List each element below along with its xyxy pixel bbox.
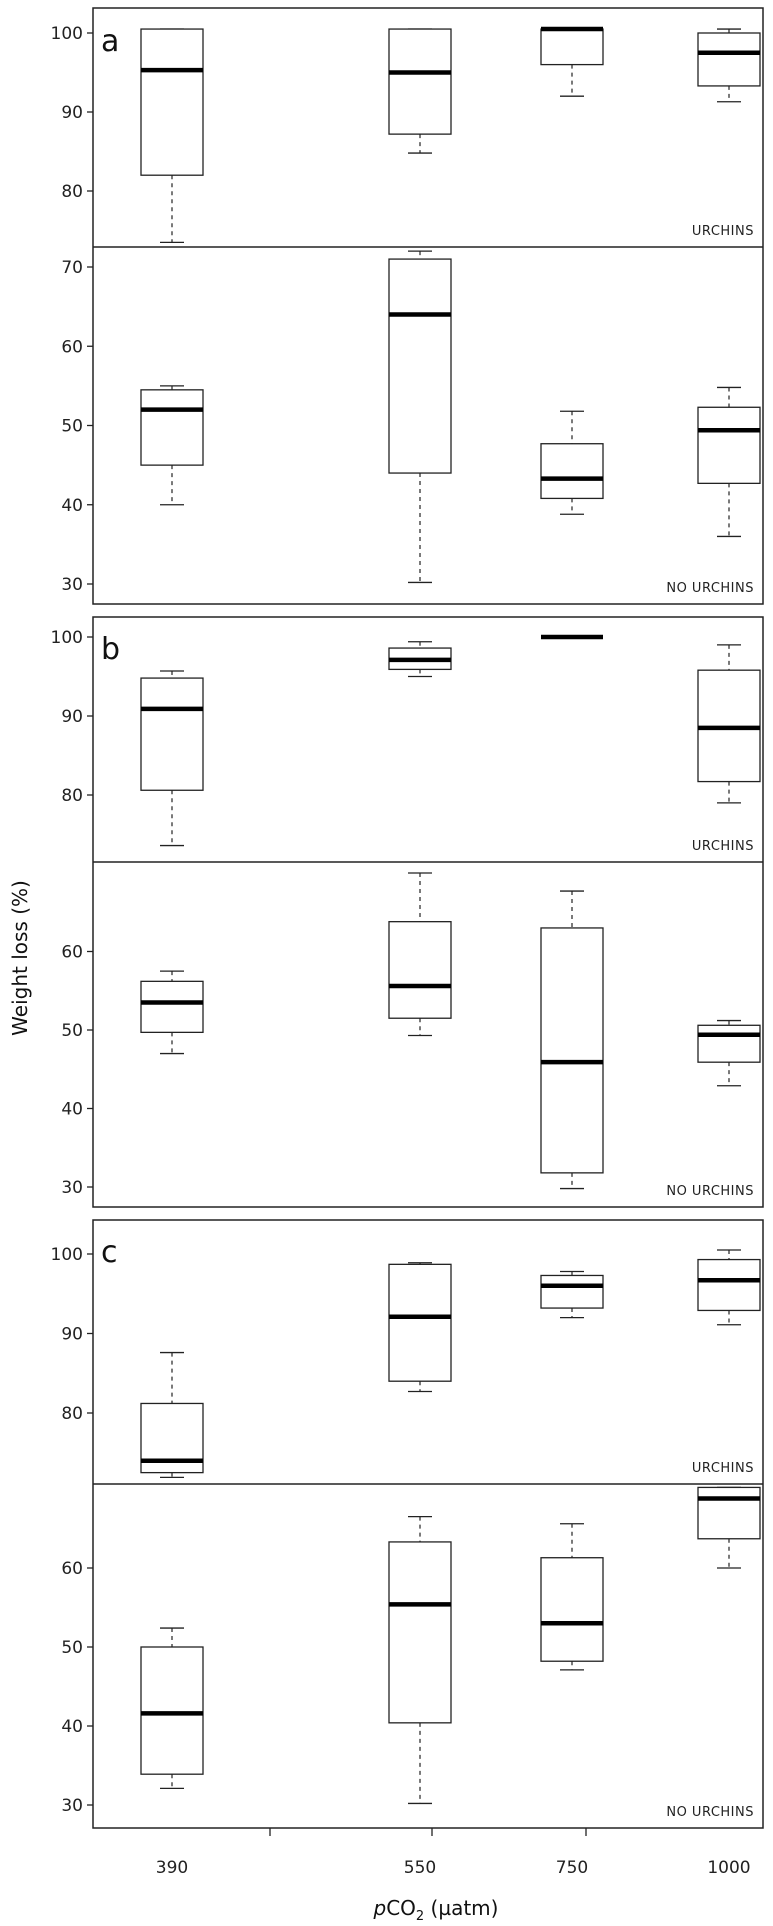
box-body	[540, 443, 604, 500]
box-550	[388, 641, 452, 678]
group-no-urchins: 30 40 50 60 NO URCHINS	[61, 1486, 761, 1820]
box-body	[388, 921, 452, 1019]
group-label: NO URCHINS	[666, 1184, 754, 1199]
panel-letter: c	[101, 1235, 118, 1270]
box-550	[388, 872, 452, 1037]
panel-frame	[92, 7, 764, 605]
group-urchins: 80 90 100 URCHINS	[51, 1245, 761, 1479]
y-tick-label: 40	[61, 1100, 83, 1120]
y-tick-label: 100	[51, 1245, 83, 1265]
panel-letter: b	[101, 632, 120, 667]
box-1000	[697, 386, 761, 538]
box-390	[140, 670, 204, 847]
group-urchins: 80 90 100 URCHINS	[51, 628, 761, 854]
y-tick-label: 70	[61, 258, 83, 278]
box-body	[697, 32, 761, 87]
x-tick-label: 750	[556, 1858, 588, 1878]
x-axis-label-subscript: 2	[416, 1909, 424, 1924]
y-tick-label: 50	[61, 1638, 83, 1658]
y-tick-label: 60	[61, 1559, 83, 1579]
box-body	[140, 389, 204, 466]
box-550	[388, 250, 452, 584]
y-tick-label: 60	[61, 943, 83, 963]
y-tick-label: 90	[61, 1325, 83, 1345]
box-body	[697, 1024, 761, 1063]
y-tick-label: 80	[61, 1404, 83, 1424]
x-axis-label-italic: p	[373, 1896, 387, 1920]
box-body	[540, 927, 604, 1174]
y-tick-label: 80	[61, 786, 83, 806]
y-tick-label: 80	[61, 182, 83, 202]
box-body	[697, 1258, 761, 1312]
box-750	[540, 410, 604, 515]
x-tick-label: 390	[156, 1858, 188, 1878]
panel-frame	[92, 616, 764, 1208]
box-body	[140, 1646, 204, 1775]
box-550	[388, 28, 452, 154]
panels-layer: a 80 90 100 URCHINS 30 40 50 60 70 NO URCHINS b 80 90…	[51, 7, 764, 1878]
box-390	[140, 28, 204, 244]
box-body	[388, 258, 452, 474]
box-1000	[697, 1019, 761, 1087]
box-390	[140, 1351, 204, 1479]
box-390	[140, 1627, 204, 1790]
panel-letter: a	[101, 24, 119, 59]
y-tick-label: 100	[51, 24, 83, 44]
group-label: URCHINS	[692, 839, 754, 854]
x-axis: 390 550 750 1000	[156, 1828, 751, 1878]
box-body	[140, 28, 204, 176]
y-tick-label: 40	[61, 496, 83, 516]
box-390	[140, 970, 204, 1055]
panel-frame	[92, 1219, 764, 1829]
box-body	[388, 1541, 452, 1724]
group-no-urchins: 30 40 50 60 70 NO URCHINS	[61, 250, 761, 596]
panel-c: c 80 90 100 URCHINS 30 40 50 60 NO URCHINS	[51, 1219, 764, 1829]
box-body	[140, 980, 204, 1034]
x-axis-label-unit: (µatm)	[424, 1896, 498, 1920]
panel-b: b 80 90 100 URCHINS 30 40 50 60 NO URCHINS	[51, 616, 764, 1208]
box-750	[540, 1270, 604, 1319]
group-label: NO URCHINS	[666, 581, 754, 596]
y-tick-label: 50	[61, 1021, 83, 1041]
x-axis-label-main: CO	[386, 1896, 416, 1920]
x-tick-label: 1000	[707, 1858, 750, 1878]
box-body	[540, 1274, 604, 1309]
box-1000	[697, 644, 761, 804]
group-label: URCHINS	[692, 224, 754, 239]
box-body	[540, 28, 604, 66]
y-tick-label: 60	[61, 337, 83, 357]
box-body	[697, 406, 761, 485]
y-tick-label: 100	[51, 628, 83, 648]
box-1000	[697, 28, 761, 103]
y-tick-label: 30	[61, 1178, 83, 1198]
box-body	[540, 1557, 604, 1662]
y-tick-label: 90	[61, 707, 83, 727]
box-body	[388, 1263, 452, 1382]
group-no-urchins: 30 40 50 60 NO URCHINS	[61, 872, 761, 1199]
box-body	[140, 677, 204, 791]
box-body	[697, 1486, 761, 1540]
box-body	[388, 28, 452, 135]
box-1000	[697, 1249, 761, 1326]
box-390	[140, 385, 204, 506]
group-label: NO URCHINS	[666, 1805, 754, 1820]
y-tick-label: 90	[61, 103, 83, 123]
box-750	[540, 26, 604, 97]
box-550	[388, 1262, 452, 1393]
box-550	[388, 1516, 452, 1805]
y-tick-label: 30	[61, 575, 83, 595]
group-label: URCHINS	[692, 1461, 754, 1476]
group-urchins: 80 90 100 URCHINS	[51, 24, 761, 244]
box-1000	[697, 1486, 761, 1569]
y-tick-label: 40	[61, 1717, 83, 1737]
panel-a: a 80 90 100 URCHINS 30 40 50 60 70 NO URCHINS	[51, 7, 764, 605]
y-axis-label: Weight loss (%)	[8, 880, 32, 1036]
x-axis-label: pCO2 (µatm)	[373, 1896, 499, 1924]
x-tick-label: 550	[404, 1858, 436, 1878]
box-750	[540, 890, 604, 1190]
box-750	[540, 1523, 604, 1671]
y-tick-label: 50	[61, 417, 83, 437]
y-tick-label: 30	[61, 1796, 83, 1816]
